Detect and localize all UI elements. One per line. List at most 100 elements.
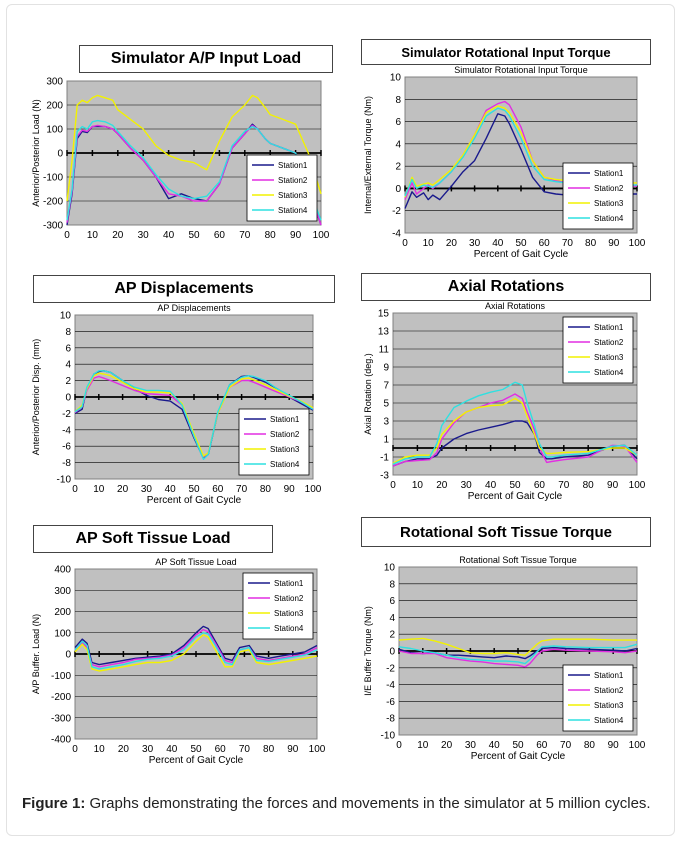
y-tick-label: -300: [51, 713, 71, 724]
y-tick-label: -8: [386, 714, 395, 725]
x-tick-label: 70: [558, 480, 570, 491]
x-axis-label: Percent of Gait Cycle: [468, 491, 563, 502]
x-tick-label: 40: [166, 744, 178, 755]
chart-title: Rotational Soft Tissue Torque: [361, 517, 651, 547]
y-tick-label: 100: [46, 125, 63, 136]
y-tick-label: 15: [378, 309, 390, 320]
series-line-station4: [74, 632, 318, 670]
chart-subtitle: Axial Rotations: [485, 301, 546, 311]
y-tick-label: -300: [43, 221, 63, 232]
x-tick-label: 0: [64, 230, 70, 241]
x-tick-label: 80: [260, 484, 272, 495]
x-tick-label: 30: [461, 480, 473, 491]
x-tick-label: 50: [190, 744, 202, 755]
x-tick-label: 50: [515, 238, 527, 249]
y-tick-label: -6: [62, 442, 71, 453]
series-line-station3: [404, 105, 637, 198]
y-tick-label: -4: [392, 229, 401, 240]
chart-rotational-input-torque: Simulator Rotational Input Torque Simula…: [361, 39, 655, 269]
x-tick-label: 100: [305, 484, 322, 495]
legend-entry: Station3: [278, 191, 308, 200]
x-tick-label: 0: [72, 744, 78, 755]
legend-entry: Station4: [278, 206, 308, 215]
y-tick-label: 200: [54, 607, 71, 618]
x-tick-label: 20: [112, 230, 124, 241]
legend-entry: Station1: [594, 169, 624, 178]
legend-entry: Station4: [274, 624, 304, 633]
legend-entry: Station1: [594, 323, 624, 332]
legend-entry: Station3: [274, 609, 304, 618]
chart-title: AP Soft Tissue Load: [33, 525, 273, 553]
y-tick-label: 6: [389, 596, 395, 607]
y-axis-label: I/E Buffer Torque (Nm): [363, 606, 373, 696]
y-tick-label: -4: [386, 680, 395, 691]
legend-entry: Station2: [594, 184, 624, 193]
y-tick-label: 3: [383, 417, 389, 428]
legend: Station1 Station2 Station3 Station4: [238, 408, 310, 476]
y-tick-label: -3: [380, 471, 389, 482]
x-tick-label: 100: [629, 740, 646, 751]
chart-axial-rotations: Axial Rotations Axial Rotations -3 -1 1 3 5 7 9…: [361, 273, 655, 513]
y-tick-label: 0: [395, 184, 401, 195]
y-tick-label: -10: [57, 475, 72, 486]
figure-frame: Simulator A/P Input Load -300 -200 -100 0 10…: [6, 4, 675, 836]
legend-entry: Station3: [594, 199, 624, 208]
x-tick-label: 30: [465, 740, 477, 751]
y-tick-label: 10: [390, 73, 402, 84]
x-tick-label: 60: [214, 230, 226, 241]
y-tick-label: -1: [380, 453, 389, 464]
x-tick-label: 30: [138, 230, 150, 241]
x-tick-label: 70: [562, 238, 574, 249]
x-tick-label: 40: [492, 238, 504, 249]
y-tick-label: -100: [51, 671, 71, 682]
series-line-station4: [74, 370, 314, 461]
x-axis-label: Percent of Gait Cycle: [147, 495, 242, 506]
x-tick-label: 80: [263, 744, 275, 755]
series-line-station4: [392, 381, 638, 465]
y-tick-label: 11: [379, 345, 390, 356]
x-tick-label: 40: [489, 740, 501, 751]
chart-title: AP Displacements: [33, 275, 335, 303]
y-tick-label: -8: [62, 458, 71, 469]
series-line-station3: [398, 637, 637, 656]
x-tick-label: 10: [93, 484, 105, 495]
x-tick-label: 0: [402, 238, 408, 249]
x-tick-label: 70: [560, 740, 572, 751]
legend-entry: Station1: [270, 415, 300, 424]
x-tick-label: 10: [94, 744, 106, 755]
series-line-station3: [392, 397, 638, 464]
legend-entry: Station1: [278, 161, 308, 170]
x-tick-label: 50: [509, 480, 521, 491]
x-tick-label: 50: [188, 230, 200, 241]
y-tick-label: 0: [65, 393, 71, 404]
series-line-station1: [74, 625, 318, 666]
x-tick-label: 60: [534, 480, 546, 491]
y-tick-label: -2: [392, 206, 401, 217]
y-tick-label: 300: [46, 77, 63, 88]
legend-entry: Station3: [594, 701, 624, 710]
x-tick-label: 0: [390, 480, 396, 491]
y-tick-label: 100: [54, 628, 71, 639]
x-tick-label: 20: [117, 484, 129, 495]
x-tick-label: 80: [265, 230, 277, 241]
y-tick-label: -200: [43, 197, 63, 208]
x-tick-label: 70: [239, 230, 251, 241]
x-tick-label: 50: [512, 740, 524, 751]
figure-caption: Figure 1: Graphs demonstrating the force…: [22, 794, 662, 813]
y-tick-label: -400: [51, 735, 71, 746]
y-tick-label: 0: [389, 647, 395, 658]
y-axis-label: A/P Buffer. Load (N): [31, 614, 41, 694]
x-tick-label: 60: [536, 740, 548, 751]
y-tick-label: -200: [51, 692, 71, 703]
chart-title: Simulator Rotational Input Torque: [361, 39, 651, 65]
y-tick-label: 7: [383, 381, 389, 392]
x-tick-label: 80: [585, 238, 597, 249]
chart-ap-displacements: AP Displacements AP Displacements -10 -8 -6…: [29, 275, 335, 515]
y-tick-label: 200: [46, 101, 63, 112]
x-tick-label: 40: [165, 484, 177, 495]
x-tick-label: 70: [236, 484, 248, 495]
series-line-station4: [66, 119, 322, 221]
y-tick-label: 10: [60, 311, 72, 322]
legend-entry: Station1: [274, 579, 304, 588]
